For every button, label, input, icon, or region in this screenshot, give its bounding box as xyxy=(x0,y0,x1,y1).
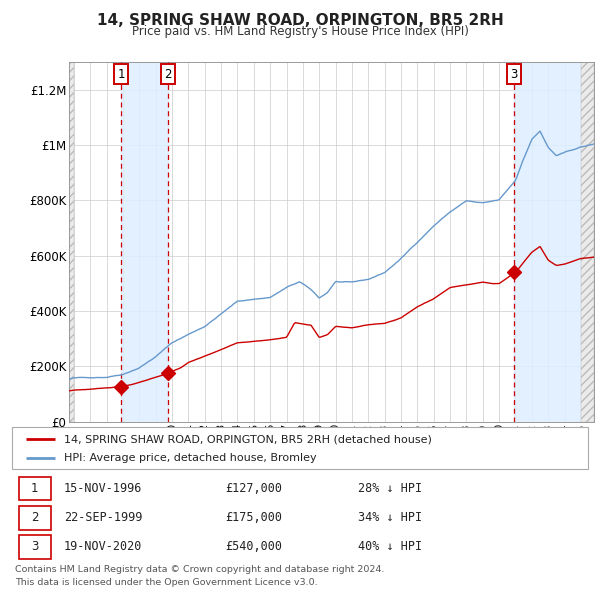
Text: 22-SEP-1999: 22-SEP-1999 xyxy=(64,511,142,525)
Text: 15-NOV-1996: 15-NOV-1996 xyxy=(64,482,142,495)
Text: Price paid vs. HM Land Registry's House Price Index (HPI): Price paid vs. HM Land Registry's House … xyxy=(131,25,469,38)
Bar xyxy=(121,62,167,422)
FancyBboxPatch shape xyxy=(12,427,588,469)
Text: 3: 3 xyxy=(510,68,517,81)
Text: 2: 2 xyxy=(31,511,38,525)
Text: £540,000: £540,000 xyxy=(225,540,282,553)
Bar xyxy=(514,62,581,422)
Text: 19-NOV-2020: 19-NOV-2020 xyxy=(64,540,142,553)
FancyBboxPatch shape xyxy=(19,477,50,500)
Text: 34% ↓ HPI: 34% ↓ HPI xyxy=(358,511,422,525)
Text: £127,000: £127,000 xyxy=(225,482,282,495)
Text: 2: 2 xyxy=(164,68,172,81)
Text: 14, SPRING SHAW ROAD, ORPINGTON, BR5 2RH (detached house): 14, SPRING SHAW ROAD, ORPINGTON, BR5 2RH… xyxy=(64,434,432,444)
Text: 1: 1 xyxy=(117,68,125,81)
Text: 14, SPRING SHAW ROAD, ORPINGTON, BR5 2RH: 14, SPRING SHAW ROAD, ORPINGTON, BR5 2RH xyxy=(97,13,503,28)
Text: £175,000: £175,000 xyxy=(225,511,282,525)
FancyBboxPatch shape xyxy=(19,506,50,530)
Text: 28% ↓ HPI: 28% ↓ HPI xyxy=(358,482,422,495)
Bar xyxy=(581,62,594,422)
Bar xyxy=(69,62,74,422)
Text: 3: 3 xyxy=(31,540,38,553)
Text: 1: 1 xyxy=(31,482,38,495)
Text: HPI: Average price, detached house, Bromley: HPI: Average price, detached house, Brom… xyxy=(64,454,316,463)
Text: Contains HM Land Registry data © Crown copyright and database right 2024.
This d: Contains HM Land Registry data © Crown c… xyxy=(15,565,385,586)
Text: 40% ↓ HPI: 40% ↓ HPI xyxy=(358,540,422,553)
FancyBboxPatch shape xyxy=(19,535,50,559)
